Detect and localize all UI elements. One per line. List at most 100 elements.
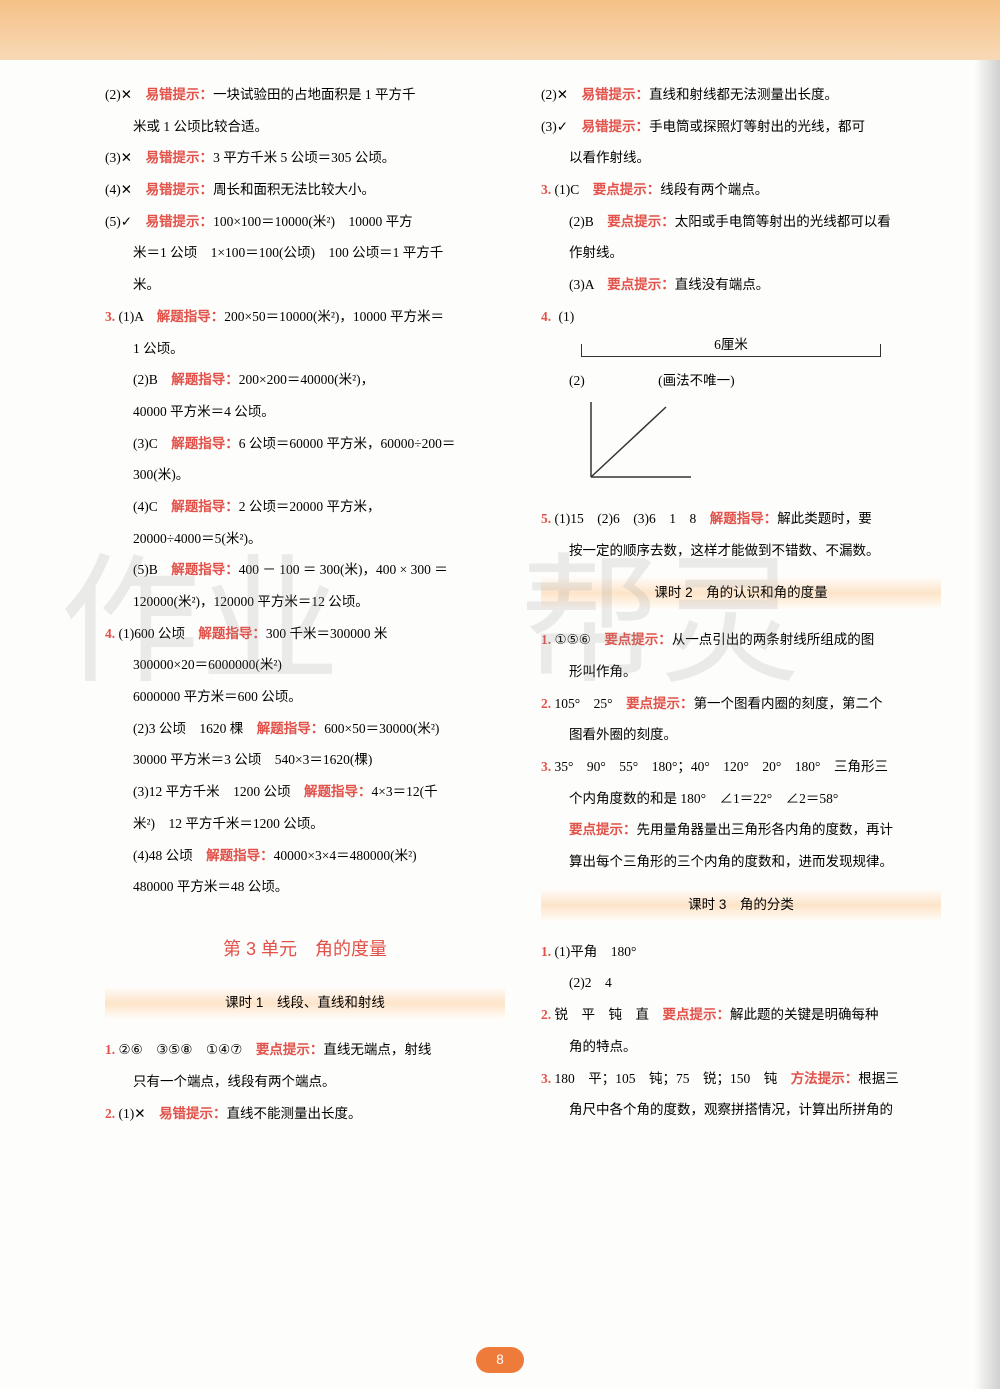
hint-label: 解题指导： (198, 626, 266, 641)
item-text: 按一定的顺序去数，这样才能做到不错数、不漏数。 (569, 543, 880, 558)
item-text: 35° 90° 55° 180°；40° 120° 20° 180° 三角形三 (555, 759, 888, 774)
item-number: 3. (541, 182, 551, 197)
page: 作业 帮灵 (2)✕ 易错提示：一块试验田的占地面积是 1 平方千米或 1 公顷… (0, 0, 1000, 1389)
item-text: 480000 平方米＝48 公顷。 (133, 879, 288, 894)
text-line: 5. (1)15 (2)6 (3)6 1 8 解题指导：解此类题时，要 (541, 504, 941, 534)
item-prefix: (2)B (133, 372, 171, 387)
text-line: 个内角度数的和是 180° ∠1＝22° ∠2＝58° (541, 784, 941, 814)
item-prefix: (3)✕ (105, 150, 146, 165)
lesson-2-band: 课时 2 角的认识和角的度量 (541, 575, 941, 611)
item-text: 40000×3×4＝480000(米²) (274, 848, 417, 863)
item-text: 米或 1 公顷比较合适。 (133, 119, 268, 134)
item-text: 个内角度数的和是 180° ∠1＝22° ∠2＝58° (569, 791, 838, 806)
item-text: 从一点引出的两条射线所组成的图 (672, 632, 875, 647)
hint-label: 易错提示： (582, 119, 650, 134)
item-text: 解此类题时，要 (777, 511, 872, 526)
text-line: (2)3 公顷 1620 棵 解题指导：600×50＝30000(米²) (105, 714, 505, 744)
item-prefix: (1)15 (2)6 (3)6 1 8 (555, 511, 710, 526)
text-line: 2. 锐 平 钝 直 要点提示：解此题的关键是明确每种 (541, 1000, 941, 1030)
item-text: 根据三 (858, 1071, 899, 1086)
item-text: 100×100＝10000(米²) 10000 平方 (213, 214, 413, 229)
text-line: 算出每个三角形的三个内角的度数和，进而发现规律。 (541, 847, 941, 877)
item-text: 角尺中各个角的度数，观察拼搭情况，计算出所拼角的 (569, 1102, 893, 1117)
hint-label: 解题指导： (171, 499, 239, 514)
lesson-3-band: 课时 3 角的分类 (541, 887, 941, 923)
item-number: 2. (105, 1106, 115, 1121)
item-number: 5. (541, 511, 551, 526)
item-text: 20000÷4000＝5(米²)。 (133, 531, 261, 546)
item-prefix: (5)✓ (105, 214, 146, 229)
text-line: (4)C 解题指导：2 公顷＝20000 平方米， (105, 492, 505, 522)
item-text: 4×3＝12(千 (372, 784, 438, 799)
item-text: 以看作射线。 (569, 150, 650, 165)
text-line: 以看作射线。 (541, 143, 941, 173)
item-text: 200×200＝40000(米²)， (239, 372, 374, 387)
text-line: 6000000 平方米＝600 公顷。 (105, 682, 505, 712)
item-text: 120000(米²)，120000 平方米＝12 公顷。 (133, 594, 369, 609)
hint-label: 方法提示： (791, 1071, 859, 1086)
left-column: (2)✕ 易错提示：一块试验田的占地面积是 1 平方千米或 1 公顷比较合适。 (… (105, 80, 505, 1131)
item-text: 6 公顷＝60000 平方米，60000÷200＝ (239, 436, 456, 451)
q4-sub2-row: (2) (画法不唯一) (541, 366, 941, 396)
text-line: 1. ①⑤⑥ 要点提示：从一点引出的两条射线所组成的图 (541, 625, 941, 655)
item-number: 1. (105, 1042, 115, 1057)
text-line: 要点提示：先用量角器量出三角形各内角的度数，再计 (541, 815, 941, 845)
text-line: 3. (1)A 解题指导：200×50＝10000(米²)，10000 平方米＝ (105, 302, 505, 332)
text-line: (2)✕ 易错提示：一块试验田的占地面积是 1 平方千 (105, 80, 505, 110)
item-text: 算出每个三角形的三个内角的度数和，进而发现规律。 (569, 854, 893, 869)
q4-number: 4. (541, 309, 551, 324)
text-line: 3. (1)C 要点提示：线段有两个端点。 (541, 175, 941, 205)
item-prefix: 180 平；105 钝；75 锐；150 钝 (555, 1071, 791, 1086)
hint-label: 要点提示： (569, 822, 637, 837)
text-line: 米或 1 公顷比较合适。 (105, 112, 505, 142)
text-line: 1. (1)平角 180° (541, 937, 941, 967)
text-line: (4)✕ 易错提示：周长和面积无法比较大小。 (105, 175, 505, 205)
text-line: 米²) 12 平方千米＝1200 公顷。 (105, 809, 505, 839)
item-prefix: (3)C (133, 436, 171, 451)
text-line: 40000 平方米＝4 公顷。 (105, 397, 505, 427)
unit-title: 第 3 单元 角的度量 (105, 930, 505, 970)
q4-sub2: (2) (569, 373, 585, 388)
item-text: 米＝1 公顷 1×100＝100(公顷) 100 公顷＝1 平方千 (133, 245, 443, 260)
item-text: 300(米)。 (133, 467, 189, 482)
text-line: (2)B 要点提示：太阳或手电筒等射出的光线都可以看 (541, 207, 941, 237)
item-text: 6000000 平方米＝600 公顷。 (133, 689, 302, 704)
item-text: 直线没有端点。 (675, 277, 770, 292)
item-text: 周长和面积无法比较大小。 (213, 182, 375, 197)
hint-label: 要点提示： (626, 696, 694, 711)
item-text: 一块试验田的占地面积是 1 平方千 (213, 87, 416, 102)
hint-label: 解题指导： (257, 721, 325, 736)
text-line: 米＝1 公顷 1×100＝100(公顷) 100 公顷＝1 平方千 (105, 238, 505, 268)
item-prefix: (3)12 平方千米 1200 公顷 (133, 784, 304, 799)
text-line: 300000×20＝6000000(米²) (105, 650, 505, 680)
text-line: 角尺中各个角的度数，观察拼搭情况，计算出所拼角的 (541, 1095, 941, 1125)
text-line: (5)✓ 易错提示：100×100＝10000(米²) 10000 平方 (105, 207, 505, 237)
text-line: (2)B 解题指导：200×200＝40000(米²)， (105, 365, 505, 395)
text-line: 2. (1)✕ 易错提示：直线不能测量出长度。 (105, 1099, 505, 1129)
text-line: 480000 平方米＝48 公顷。 (105, 872, 505, 902)
text-line: (5)B 解题指导：400 － 100 ＝ 300(米)，400 × 300 ＝ (105, 555, 505, 585)
hint-label: 解题指导： (206, 848, 274, 863)
text-line: 1 公顷。 (105, 334, 505, 364)
item-text: 解此题的关键是明确每种 (730, 1007, 879, 1022)
text-line: 30000 平方米＝3 公顷 540×3＝1620(棵) (105, 745, 505, 775)
item-text: 角的特点。 (569, 1039, 637, 1054)
item-text: 线段有两个端点。 (660, 182, 768, 197)
item-prefix: (3)A (569, 277, 607, 292)
q4-sub1: (1) (559, 309, 575, 324)
text-line: (2)✕ 易错提示：直线和射线都无法测量出长度。 (541, 80, 941, 110)
hint-label: 解题指导： (171, 372, 239, 387)
item-prefix: (2)B (569, 214, 607, 229)
item-text: 米。 (133, 277, 160, 292)
hint-label: 易错提示： (582, 87, 650, 102)
item-text: 400 － 100 ＝ 300(米)，400 × 300 ＝ (239, 562, 448, 577)
hint-label: 易错提示： (146, 150, 214, 165)
item-text: 直线无端点，射线 (323, 1042, 431, 1057)
item-text: 200×50＝10000(米²)，10000 平方米＝ (224, 309, 444, 324)
hint-label: 要点提示： (256, 1042, 324, 1057)
lesson-1-band: 课时 1 线段、直线和射线 (105, 985, 505, 1021)
text-line: 4. (1)600 公顷 解题指导：300 千米＝300000 米 (105, 619, 505, 649)
item-text: 3 平方千米 5 公顷＝305 公顷。 (213, 150, 395, 165)
hint-label: 解题指导： (710, 511, 778, 526)
text-line: 1. ②⑥ ③⑤⑧ ①④⑦ 要点提示：直线无端点，射线 (105, 1035, 505, 1065)
